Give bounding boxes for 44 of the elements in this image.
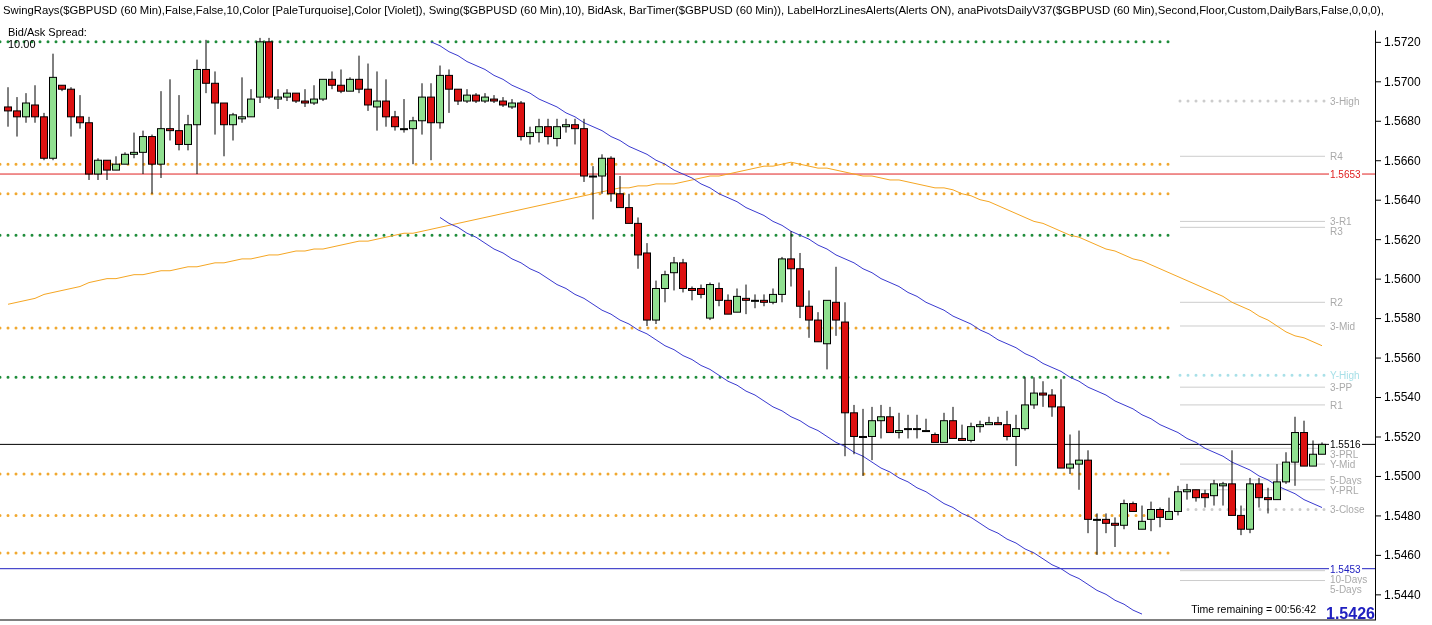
ref-line-label: R4	[1330, 151, 1344, 163]
ref-line-label: Y-PRL	[1330, 484, 1359, 496]
annotation: 1.5426	[1326, 605, 1376, 622]
y-tick-label: 1.5540	[1384, 390, 1422, 405]
line-series	[430, 41, 1323, 509]
y-tick-label: 1.5600	[1384, 271, 1422, 286]
y-tick-label: 1.5620	[1384, 232, 1422, 247]
ref-line-label: 1.5516	[1330, 439, 1362, 451]
candlestick	[922, 418, 930, 433]
ref-line-label: Y-Mid	[1330, 459, 1356, 471]
y-tick-label: 1.5700	[1384, 74, 1422, 89]
annotation: Bid/Ask Spread:	[8, 26, 87, 38]
ref-line-label: R2	[1330, 297, 1344, 309]
ref-line-label: 3-PRL	[1330, 449, 1359, 461]
candlestick	[1138, 505, 1146, 530]
y-tick-label: 1.5560	[1384, 350, 1422, 365]
ref-line-label: 3-High	[1330, 96, 1360, 108]
y-tick-label: 1.5480	[1384, 508, 1422, 523]
y-tick-label: 1.5440	[1384, 587, 1422, 602]
y-tick-label: 1.5500	[1384, 469, 1422, 484]
ref-line-label: 1.5453	[1330, 563, 1362, 575]
y-tick-label: 1.5520	[1384, 429, 1422, 444]
y-tick-label: 1.5580	[1384, 311, 1422, 326]
chart-title: SwingRays($GBPUSD (60 Min),False,False,10,Color [PaleTurquoise],Color [Violet]), Swing($GBPUSD (60 Min),10), BidAsk, BarTimer($GBPUSD (60 Min)), LabelHorzLinesAlerts(Alerts ON), anaPivotsDailyV37($GBPUSD (60 Min),Second,Floor,Custom,DailyBars,False,0,0,0),	[3, 4, 1384, 16]
line-series	[439, 216, 1143, 615]
ref-line-label: Y-High	[1330, 370, 1360, 382]
annotation: 10.00	[8, 38, 36, 50]
ref-line-label: 3-PP	[1330, 382, 1353, 394]
y-tick-label: 1.5680	[1384, 114, 1422, 129]
annotation: Time remaining = 00:56:42	[1191, 603, 1317, 615]
y-tick-label: 1.5660	[1384, 153, 1422, 168]
ref-line-label: R1	[1330, 399, 1344, 411]
ref-line-label: 3-Close	[1330, 504, 1365, 516]
ref-line-label: 5-Days	[1330, 474, 1362, 486]
y-tick-label: 1.5720	[1384, 35, 1422, 50]
y-tick-label: 1.5460	[1384, 548, 1422, 563]
ref-line-label: 5-Days	[1330, 583, 1362, 595]
ref-line-label: 3-R1	[1330, 216, 1353, 228]
ref-line-label: 1.5653	[1330, 169, 1362, 181]
y-tick-label: 1.5640	[1384, 193, 1422, 208]
line-series	[7, 161, 1323, 347]
ref-line-label: R3	[1330, 226, 1344, 238]
ref-line-label: 10-Days	[1330, 573, 1368, 585]
ref-line-label: 3-Mid	[1330, 320, 1356, 332]
